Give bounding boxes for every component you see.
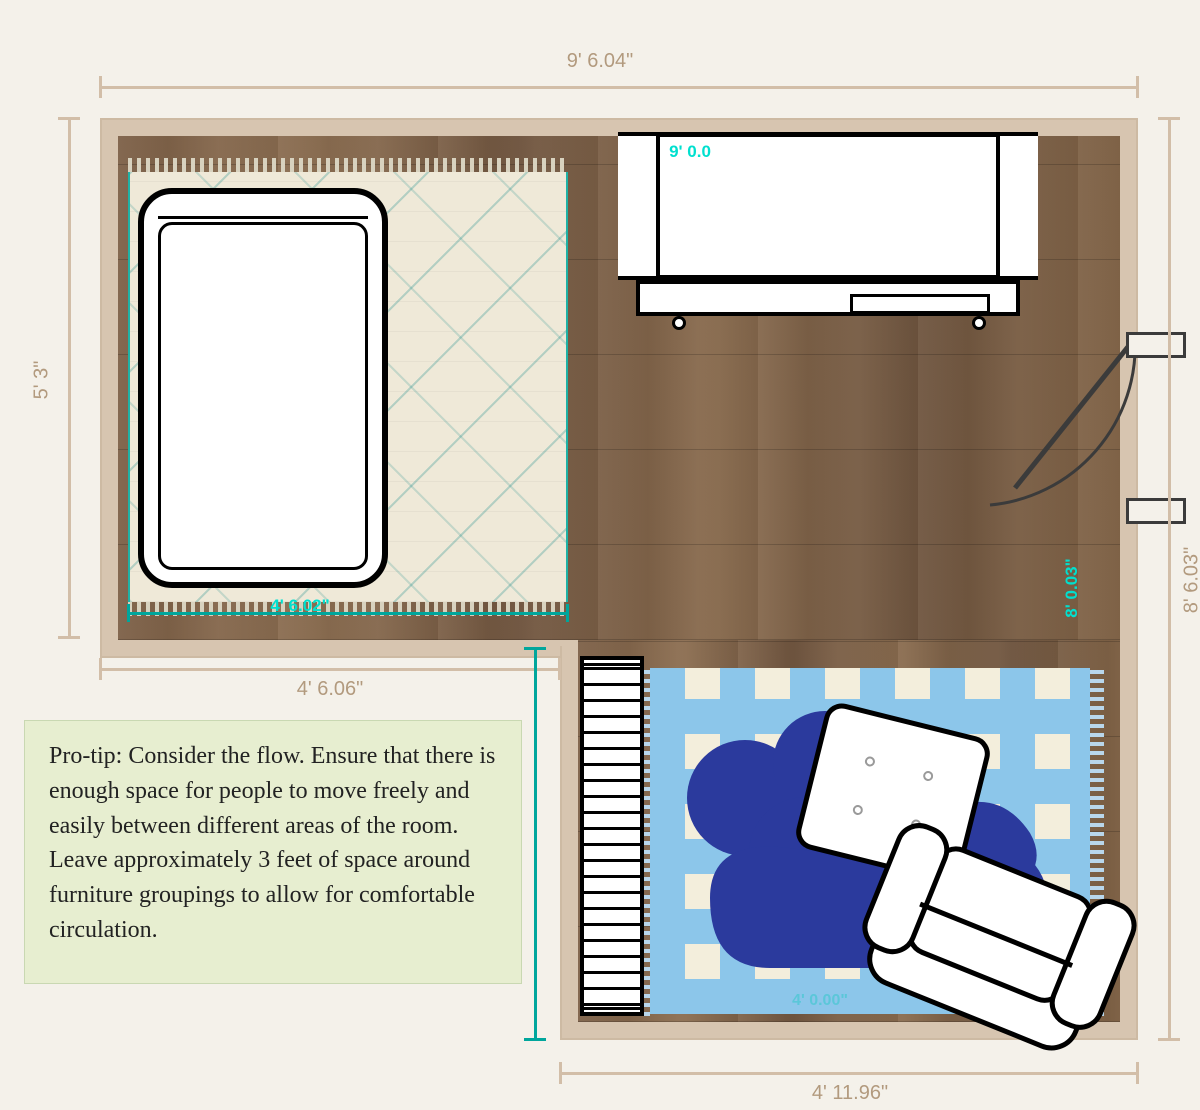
- door-plate-top: [1126, 332, 1186, 358]
- dim-desk-inner: 9' 0.0: [669, 142, 711, 162]
- dim-left-line: [68, 118, 71, 638]
- desk-leg-l: [672, 316, 686, 330]
- pro-tip-text: Pro-tip: Consider the flow. Ensure that …: [49, 743, 495, 943]
- dim-upper-bottom-label: 4' 6.06": [297, 678, 364, 701]
- dim-right-cap-t: [1158, 117, 1180, 120]
- dim-top-cap-l: [99, 76, 102, 98]
- dim-rug-cream-w: 4' 6.02": [270, 596, 329, 616]
- dim-notch-left-cap-b: [524, 1038, 546, 1041]
- door-plate-bottom: [1126, 498, 1186, 524]
- desk-hutch-left-flap: [618, 132, 660, 280]
- dim-lower-bottom-cap-l: [559, 1062, 562, 1084]
- dim-left-cap-b: [58, 636, 80, 639]
- bookshelf: [580, 656, 644, 1016]
- dim-lower-bottom-cap-r: [1136, 1062, 1139, 1084]
- dim-notch-left-cap-t: [524, 647, 546, 650]
- chaise-inner: [158, 222, 368, 570]
- dim-right-inner: 8' 0.03": [1062, 558, 1082, 617]
- dim-upper-bottom-line: [100, 668, 560, 671]
- rug-cream-ruler-cap-l: [127, 604, 130, 622]
- dim-lower-bottom-line: [560, 1072, 1138, 1075]
- dim-notch-left-line: [534, 648, 537, 1040]
- desk-leg-r: [972, 316, 986, 330]
- dim-upper-bottom-cap-l: [99, 658, 102, 680]
- chaise-headrest-line: [158, 216, 368, 219]
- pro-tip-box: Pro-tip: Consider the flow. Ensure that …: [24, 720, 522, 984]
- rug-cream-ruler: [128, 612, 568, 615]
- dim-right-line: [1168, 118, 1171, 1040]
- dim-right-cap-b: [1158, 1038, 1180, 1041]
- dim-top-line: [100, 86, 1138, 89]
- dim-top-label: 9' 6.04": [567, 50, 634, 73]
- dim-left-label: 5' 3": [31, 361, 54, 400]
- dim-upper-bottom-cap-r: [558, 658, 561, 680]
- dim-rug-blue-w: 4' 0.00": [792, 992, 848, 1010]
- dim-lower-bottom-label: 4' 11.96": [812, 1082, 888, 1105]
- dim-left-cap-t: [58, 117, 80, 120]
- dim-right-label: 8' 6.03": [1181, 547, 1200, 614]
- rug-cream-ruler-cap-r: [566, 604, 569, 622]
- desk-hutch-right-flap: [996, 132, 1038, 280]
- dim-top-cap-r: [1136, 76, 1139, 98]
- desk-drawer: [850, 294, 990, 314]
